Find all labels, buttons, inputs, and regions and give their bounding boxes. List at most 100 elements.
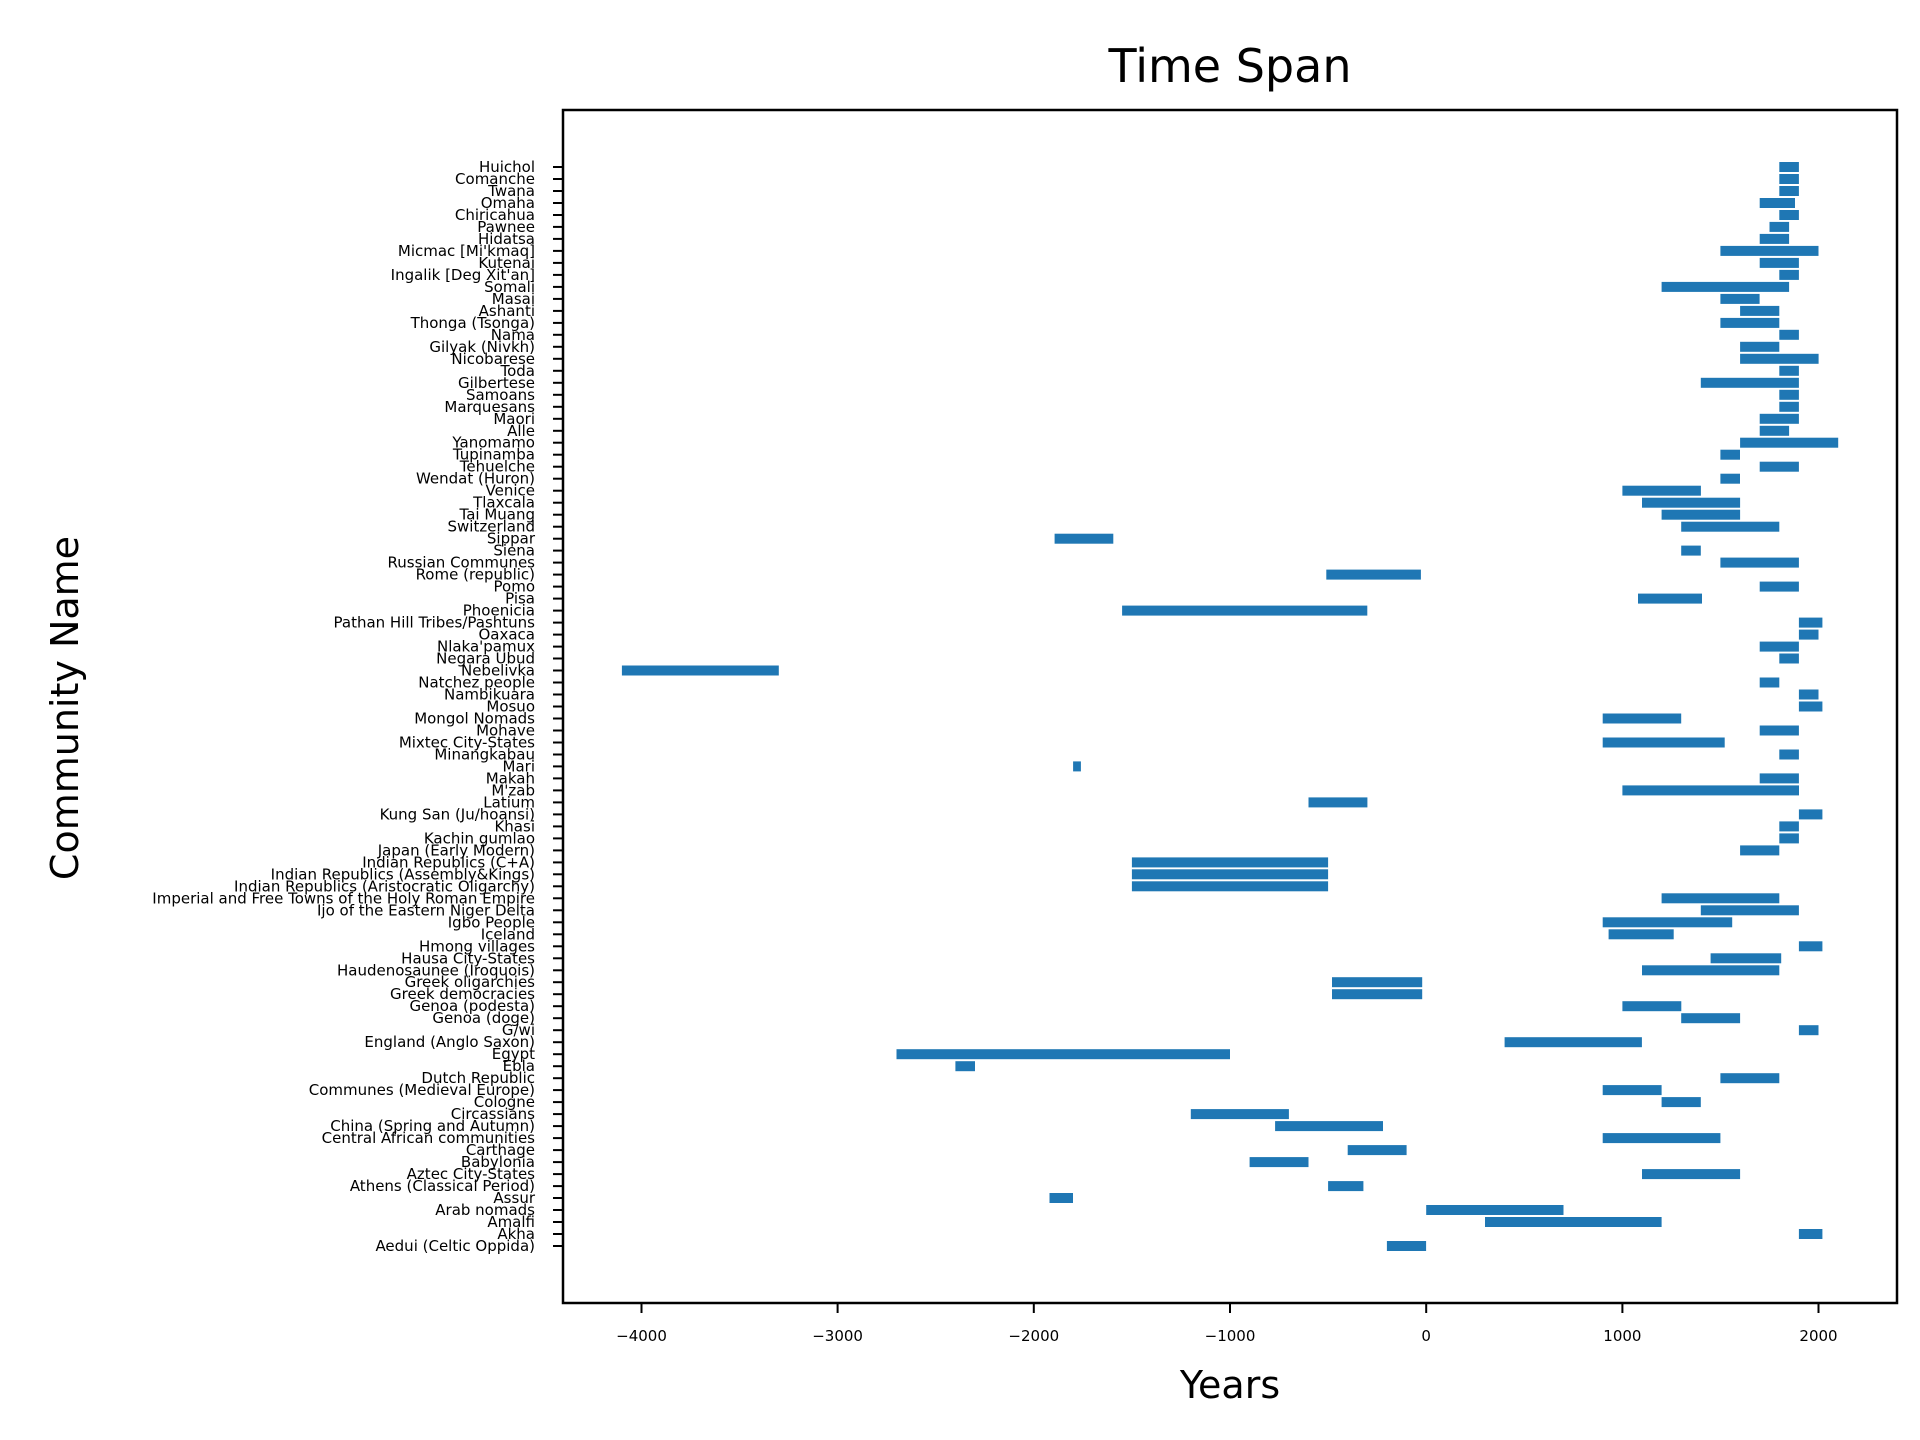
y-tick-label: Negara Ubud: [436, 650, 535, 668]
y-tick-label: Mosuo: [486, 698, 535, 716]
bar: [1700, 377, 1799, 388]
bar: [1642, 497, 1741, 508]
bar: [1602, 713, 1682, 724]
y-tick-label: Gilyak (Nivkh): [429, 338, 535, 356]
bar: [1779, 174, 1799, 184]
bar: [1740, 437, 1839, 448]
bar: [1275, 1121, 1383, 1132]
y-tick-label: Indian Republics (Assembly&Kings): [271, 865, 535, 883]
y-tick-label: Khasi: [494, 817, 535, 835]
bar: [1769, 221, 1790, 232]
y-tick-label: Genoa (doge): [432, 1009, 535, 1027]
bar: [1779, 653, 1799, 664]
y-tick-label: Comanche: [455, 170, 535, 188]
x-tick-label: 2000: [1799, 1327, 1837, 1345]
bar: [1779, 186, 1799, 196]
bar: [1332, 989, 1423, 1000]
bar: [1642, 965, 1780, 976]
y-tick-label: Phoenicia: [463, 602, 535, 620]
bar: [1759, 413, 1799, 424]
y-tick-label: Micmac [Mi'kmaq]: [398, 242, 535, 260]
bar: [1779, 269, 1799, 280]
y-tick-label: Thonga (Tsonga): [410, 314, 535, 332]
bar: [1779, 833, 1799, 844]
y-tick-label: Indian Republics (Aristocratic Oligarchy…: [234, 877, 535, 895]
bar: [1386, 1241, 1427, 1251]
bar: [621, 665, 779, 676]
bar: [1661, 893, 1780, 904]
y-tick-label: Imperial and Free Towns of the Holy Roma…: [152, 889, 535, 907]
y-tick-label: Wendat (Huron): [416, 470, 535, 488]
bar: [1798, 689, 1819, 700]
bar: [896, 1049, 1230, 1060]
bar: [1798, 617, 1823, 628]
y-tick-label: Oaxaca: [478, 626, 535, 644]
y-tick-label: Pathan Hill Tribes/Pashtuns: [334, 614, 536, 632]
y-tick-label: Yanomamo: [451, 434, 535, 452]
bar: [1681, 521, 1780, 532]
y-tick-label: Mongol Nomads: [414, 710, 535, 728]
y-tick-label: Switzerland: [448, 518, 536, 536]
bar: [1798, 1025, 1819, 1036]
bar: [1759, 233, 1790, 244]
y-tick-label: Nebelivka: [461, 662, 535, 680]
y-tick-label: Pomo: [494, 578, 535, 596]
y-tick-label: Huichol: [479, 158, 535, 176]
x-tick-label: −1000: [1205, 1327, 1256, 1345]
bar: [1661, 1097, 1701, 1108]
y-tick-label: Rome (republic): [416, 566, 535, 584]
y-tick-label: Natchez people: [418, 674, 535, 692]
y-tick-label: China (Spring and Autumn): [330, 1117, 535, 1135]
bar: [1720, 473, 1740, 484]
bar: [1740, 845, 1780, 856]
bar: [1779, 210, 1799, 220]
y-tick-label: Cologne: [474, 1093, 535, 1111]
bar: [1681, 545, 1701, 556]
bar: [1740, 341, 1780, 352]
bar: [1249, 1157, 1309, 1168]
y-tick-label: Minangkabau: [434, 746, 535, 764]
bar: [1740, 353, 1819, 364]
bar: [1700, 905, 1799, 916]
y-tick-label: Hmong villages: [419, 937, 535, 955]
y-tick-label: Ashanti: [479, 302, 535, 320]
bar: [1308, 797, 1368, 808]
bar: [1328, 1181, 1364, 1192]
bar: [1779, 821, 1799, 832]
bar: [1720, 449, 1740, 460]
bar: [1798, 629, 1819, 640]
y-tick-label: Ingalik [Deg Xit'an]: [391, 266, 535, 284]
bar: [1622, 485, 1701, 496]
y-tick-label: Indian Republics (C+A): [362, 853, 535, 871]
y-tick-label: Somali: [484, 278, 535, 296]
bar: [1347, 1145, 1407, 1156]
y-tick-label: Twana: [487, 182, 535, 200]
bar: [955, 1061, 975, 1072]
bar: [1326, 569, 1421, 580]
bar: [1622, 785, 1799, 796]
bar: [1332, 977, 1423, 988]
bar: [1759, 641, 1799, 652]
bar: [1798, 941, 1823, 952]
x-axis: −4000 −3000 −2000 −1000 0 1000 2000: [616, 1303, 1838, 1345]
y-tick-label: Dutch Republic: [421, 1069, 535, 1087]
bar: [1779, 389, 1799, 400]
bar: [1720, 293, 1760, 304]
bar: [1779, 401, 1799, 412]
x-tick-label: 0: [1421, 1327, 1431, 1345]
bar: [1759, 257, 1799, 268]
x-axis-label: Years: [1179, 1363, 1280, 1407]
y-tick-label: Alle: [507, 422, 535, 440]
bar: [1485, 1217, 1662, 1227]
bar: [1779, 749, 1799, 760]
bar: [1720, 245, 1819, 256]
y-tick-label: Genoa (podesta): [409, 997, 535, 1015]
bar: [1642, 1169, 1741, 1180]
y-tick-label: Hidatsa: [478, 230, 535, 248]
bar: [1608, 929, 1674, 940]
bar: [1759, 581, 1799, 592]
y-tick-label: Siena: [493, 542, 535, 560]
x-tick-label: −2000: [1008, 1327, 1059, 1345]
